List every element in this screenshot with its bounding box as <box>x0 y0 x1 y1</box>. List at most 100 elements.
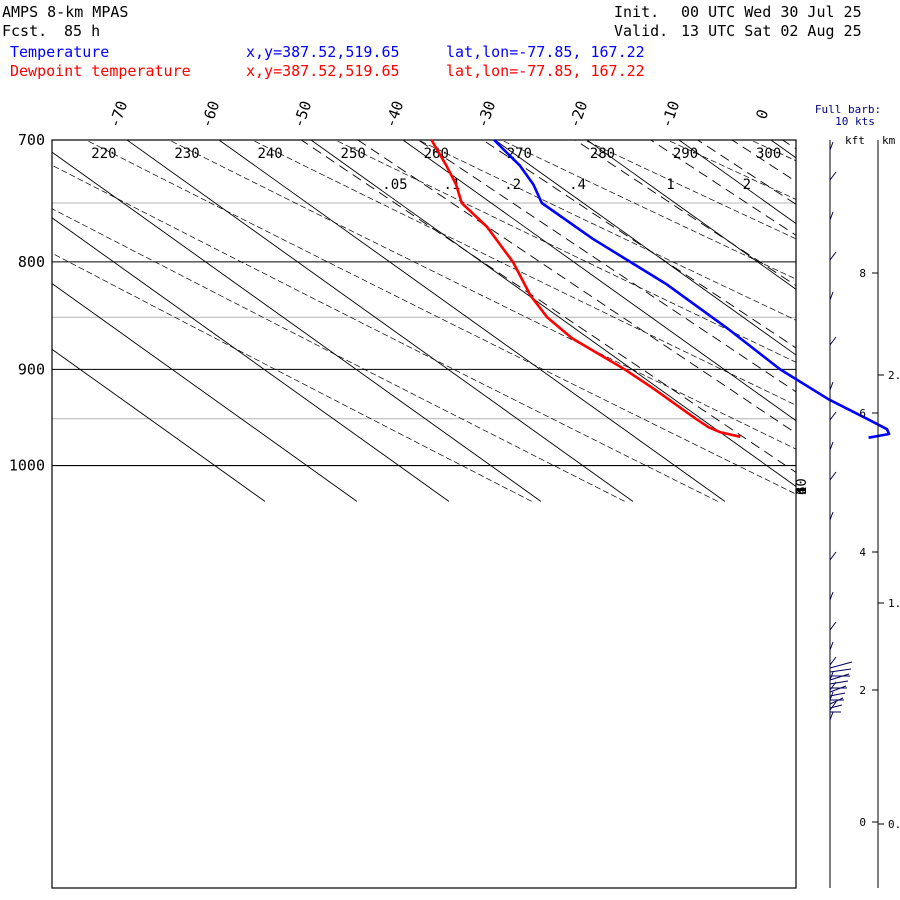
wind-barb <box>829 692 846 697</box>
isotherm <box>52 283 358 502</box>
pressure-tick-label: 700 <box>18 131 45 149</box>
plot-frame <box>51 139 797 889</box>
init-label: Init. <box>614 3 660 21</box>
valid-label: Valid. <box>614 22 669 40</box>
kft-tick-label: 2 <box>859 684 866 697</box>
isotherm <box>218 140 726 502</box>
dewpoint-xy: x,y=387.52,519.65 <box>246 62 400 80</box>
km-axis-label: km <box>882 134 896 147</box>
mixing-ratio-line <box>696 140 796 205</box>
mixing-ratio-line <box>300 140 796 473</box>
dry-adiabat <box>52 208 625 502</box>
wind-barb <box>829 141 834 151</box>
km-tick-label: 2. <box>888 369 900 382</box>
wind-barb <box>829 551 837 561</box>
temperature-axis-label: 0 <box>752 107 772 122</box>
init-value: 00 UTC Wed 30 Jul 25 <box>681 3 862 21</box>
dewpoint-profile-line <box>430 139 741 439</box>
kft-tick-label: 4 <box>859 546 866 559</box>
wind-barb <box>829 251 837 261</box>
temperature-latlon: lat,lon=-77.85, 167.22 <box>446 43 645 61</box>
wind-barb <box>829 656 837 666</box>
wind-barb <box>829 701 837 711</box>
wind-barb <box>829 661 853 669</box>
kft-tick-label: 6 <box>859 407 866 420</box>
km-tick-label: 1. <box>888 597 900 610</box>
wind-barb <box>829 171 837 181</box>
temperature-axis-label: -50 <box>289 98 315 130</box>
wind-barb <box>829 680 849 685</box>
isotherm <box>678 140 796 225</box>
pressure-tick-label: 900 <box>18 360 45 378</box>
wind-barb <box>829 511 834 521</box>
wind-barb <box>829 673 850 681</box>
wind-barb <box>829 704 843 709</box>
isotherm <box>52 217 450 502</box>
temperature-axis-label: -10 <box>657 98 683 130</box>
dry-adiabat <box>666 140 796 200</box>
wind-barb <box>829 291 834 301</box>
theta-label: 220 <box>91 146 116 162</box>
temperature-axis-label: -40 <box>381 98 407 130</box>
mixing-ratio-label: 1 <box>666 177 674 193</box>
isotherm <box>494 140 796 356</box>
isotherm <box>126 140 634 502</box>
pressure-tick-label: 800 <box>18 253 45 271</box>
isotherm <box>586 140 796 290</box>
wind-barb <box>829 685 847 693</box>
mixing-ratio-line <box>829 127 900 501</box>
kft-tick-label: 0 <box>859 816 866 829</box>
km-tick-label: 0. <box>888 818 900 831</box>
theta-label: 270 <box>507 146 532 162</box>
dry-adiabat <box>168 140 796 450</box>
valid-value: 13 UTC Sat 02 Aug 25 <box>681 22 862 40</box>
mixing-ratio-label: .2 <box>504 177 521 193</box>
wind-barb <box>829 591 834 601</box>
barb-scale-title: Full barb: <box>815 103 881 116</box>
forecast-label: Fcst. <box>2 22 48 40</box>
theta-label: 230 <box>174 146 199 162</box>
forecast-value: 85 h <box>64 22 101 40</box>
mixing-ratio-label: 6 <box>794 487 810 495</box>
theta-label: 280 <box>590 146 615 162</box>
dry-adiabat <box>417 140 796 321</box>
dewpoint-latlon: lat,lon=-77.85, 167.22 <box>446 62 645 80</box>
dry-adiabat <box>888 127 900 501</box>
theta-label: 250 <box>341 146 366 162</box>
wind-barb <box>829 336 837 346</box>
mixing-ratio-label: 4 <box>794 487 810 495</box>
dry-adiabat <box>251 140 796 406</box>
temperature-legend: Temperature <box>10 43 110 61</box>
wind-barb <box>829 711 834 721</box>
mixing-ratio-label: 3 <box>794 487 810 495</box>
temperature-axis-label: -20 <box>565 98 591 130</box>
wind-barb <box>829 668 852 673</box>
wind-barb <box>829 697 844 705</box>
temperature-xy: x,y=387.52,519.65 <box>246 43 400 61</box>
pressure-tick-label: 1000 <box>9 457 45 475</box>
isotherm <box>52 348 266 502</box>
theta-label: 300 <box>756 146 781 162</box>
theta-label: 240 <box>257 146 282 162</box>
isotherm <box>52 151 542 502</box>
temperature-axis-label: -70 <box>105 98 131 130</box>
isotherm <box>770 140 796 159</box>
isotherm <box>863 140 900 501</box>
dewpoint-legend: Dewpoint temperature <box>10 62 191 80</box>
isotherm <box>310 140 796 487</box>
isotherm <box>402 140 796 422</box>
wind-barb <box>829 211 834 221</box>
mixing-ratio-label: .4 <box>569 177 586 193</box>
mixing-ratio-line <box>731 140 796 183</box>
wind-barb <box>829 441 834 451</box>
dry-adiabat <box>500 140 796 280</box>
temperature-axis-label: -30 <box>473 98 499 130</box>
wind-barb <box>829 381 834 391</box>
barb-scale-value: 10 kts <box>835 115 875 128</box>
mixing-ratio-line <box>649 140 796 236</box>
mixing-ratio-label: 2 <box>743 177 751 193</box>
wind-barb <box>829 471 837 481</box>
dry-adiabat <box>805 127 900 501</box>
mixing-ratio-label: .05 <box>382 177 407 193</box>
